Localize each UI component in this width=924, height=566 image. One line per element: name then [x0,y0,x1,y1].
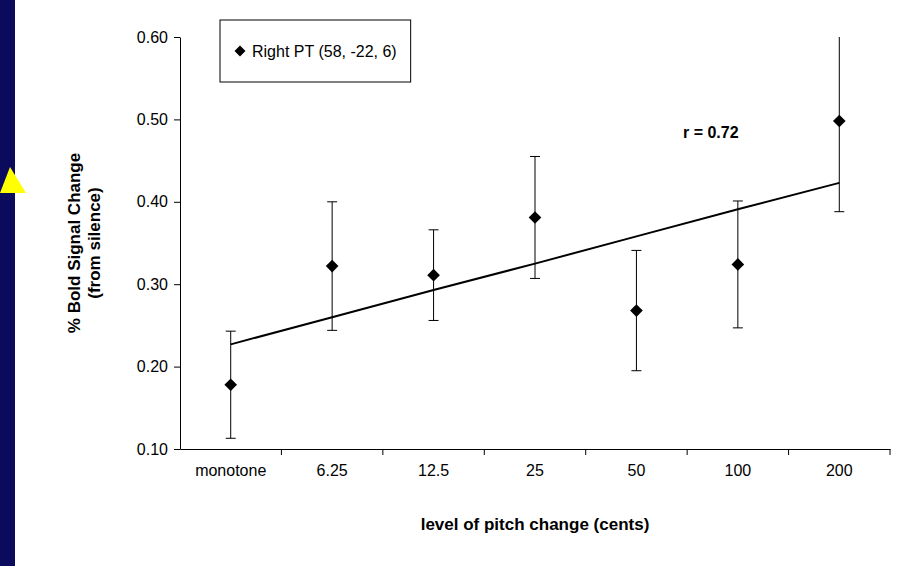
x-axis-title: level of pitch change (cents) [421,515,650,534]
x-tick-divider [281,449,282,455]
legend-label: Right PT (58, -22, 6) [252,43,397,60]
legend: Right PT (58, -22, 6) [220,20,411,82]
y-tick-label: 0.10 [137,441,168,458]
error-bar-cap [530,278,540,279]
y-axis-title-line: % Bold Signal Change [65,153,84,333]
y-tick: 0.40 [137,193,180,210]
x-tick: 100 [725,462,752,479]
error-bar-cap [733,200,743,201]
data-point [224,378,237,391]
x-tick: monotone [195,462,266,479]
y-axis-title: % Bold Signal Change(from silence) [65,153,104,333]
x-tick-divider [788,449,789,455]
x-tick-divider [585,449,586,455]
error-bar-cap [834,211,844,212]
x-tick-divider [890,449,891,455]
data-point [427,269,440,282]
x-tick: 200 [826,462,853,479]
y-tick: 0.20 [137,358,180,375]
error-bar-cap [429,320,439,321]
data-point [732,258,745,271]
error-bar-cap [530,156,540,157]
plot-area [224,37,845,438]
x-tick-label: 6.25 [317,462,348,479]
chart-background [15,0,924,566]
y-tick-mark [174,37,180,38]
error-bar-cap [226,331,236,332]
y-tick-label: 0.20 [137,358,168,375]
error-bar-cap [226,438,236,439]
annotation: r = 0.72 [683,124,739,141]
x-tick: 6.25 [317,462,348,479]
x-tick-label: 50 [628,462,646,479]
y-tick-label: 0.30 [137,276,168,293]
y-axis-title-line: (from silence) [85,187,104,298]
legend-box [220,20,411,82]
error-bar-cap [733,327,743,328]
y-tick-label: 0.60 [137,29,168,46]
x-axis-line [181,449,891,450]
x-tick: 12.5 [418,462,449,479]
slide-arrow [0,167,26,193]
y-tick: 0.10 [137,441,180,458]
y-tick: 0.60 [137,29,180,46]
y-tick-label: 0.40 [137,193,168,210]
error-bar-cap [631,370,641,371]
x-tick-label: 25 [526,462,544,479]
legend-marker [235,46,246,57]
y-tick: 0.50 [137,111,180,128]
y-tick-mark [174,367,180,368]
x-tick-divider [382,449,383,455]
y-tick-mark [174,284,180,285]
y-tick-label: 0.50 [137,111,168,128]
y-tick-mark [174,449,180,450]
x-tick: 50 [628,462,646,479]
x-tick: 25 [526,462,544,479]
x-tick-label: 100 [725,462,752,479]
x-tick-divider [484,449,485,455]
y-axis-line [180,38,181,450]
error-bar-cap [327,201,337,202]
data-point [529,211,542,224]
x-axis: monotone 6.25 12.5 25 50 100 200 [181,450,891,480]
data-point [630,304,643,317]
chart-svg: 0.10 0.20 0.30 0.40 0.50 0.60 monotone 6.25 12.5… [0,0,924,566]
error-bar-cap [327,330,337,331]
y-axis: 0.10 0.20 0.30 0.40 0.50 0.60 [137,29,181,458]
x-tick-label: monotone [195,462,266,479]
trend-line [231,183,840,345]
x-tick-label: 200 [826,462,853,479]
y-tick-mark [174,119,180,120]
y-tick-mark [174,202,180,203]
error-bar-cap [631,250,641,251]
error-bar-cap [429,229,439,230]
slide-background [0,0,924,566]
y-tick: 0.30 [137,276,180,293]
x-tick-label: 12.5 [418,462,449,479]
data-point [833,115,846,128]
x-tick-divider [687,449,688,455]
data-point [326,260,339,273]
